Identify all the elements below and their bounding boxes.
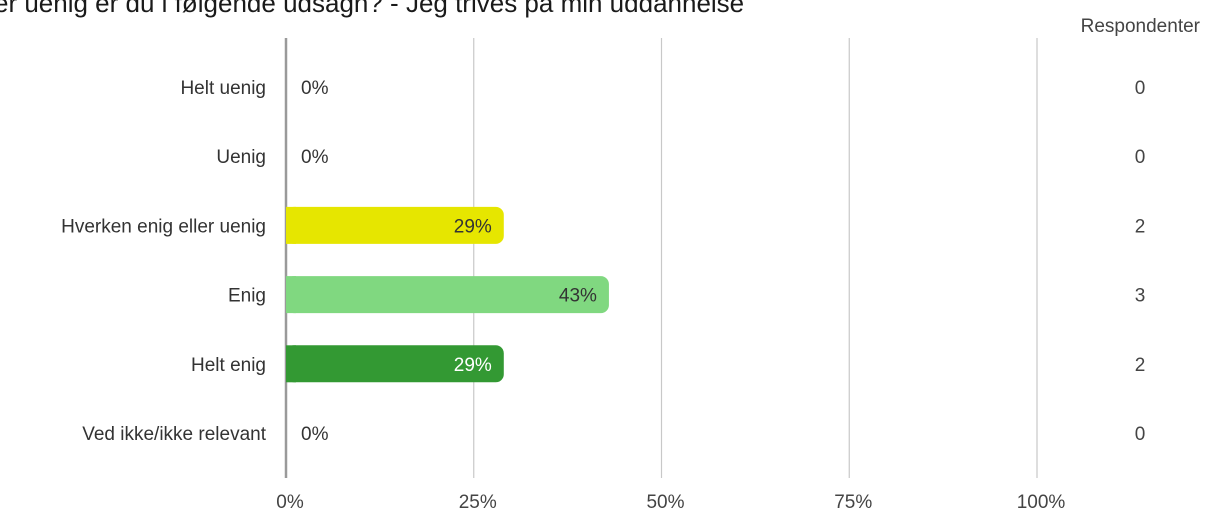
x-tick-label: 0% bbox=[276, 492, 304, 513]
bar bbox=[286, 345, 504, 383]
category-label: Enig bbox=[228, 286, 266, 307]
grid bbox=[284, 38, 1038, 478]
bar-edge bbox=[286, 206, 296, 244]
category-label: Helt uenig bbox=[180, 78, 266, 99]
x-tick-label: 100% bbox=[1017, 492, 1066, 513]
category-label: Uenig bbox=[216, 147, 266, 168]
bar bbox=[286, 276, 609, 314]
respondent-count: 0 bbox=[1135, 147, 1146, 168]
value-label: 43% bbox=[559, 286, 597, 307]
category-label: Hverken enig eller uenig bbox=[61, 216, 266, 237]
respondent-count: 2 bbox=[1135, 355, 1146, 376]
respondents-header: Respondenter bbox=[1081, 16, 1201, 37]
bar-edge bbox=[286, 345, 296, 383]
respondent-count: 0 bbox=[1135, 78, 1146, 99]
category-label: Ved ikke/ikke relevant bbox=[82, 424, 266, 445]
value-label: 29% bbox=[454, 355, 492, 376]
value-label: 0% bbox=[301, 78, 329, 99]
x-tick-label: 75% bbox=[834, 492, 872, 513]
respondent-count: 2 bbox=[1135, 216, 1146, 237]
value-label: 0% bbox=[301, 424, 329, 445]
value-label: 29% bbox=[454, 216, 492, 237]
bar bbox=[286, 206, 504, 244]
x-tick-label: 50% bbox=[646, 492, 684, 513]
bars bbox=[286, 206, 609, 383]
category-label: Helt enig bbox=[191, 355, 266, 376]
x-tick-label: 25% bbox=[459, 492, 497, 513]
labels: 0% 25% 50% 75% 100% Helt uenig 0% 0 Uenig 0% 0 Hver… bbox=[61, 78, 1145, 513]
value-label: 0% bbox=[301, 147, 329, 168]
bar-edge bbox=[286, 276, 296, 314]
respondent-count: 0 bbox=[1135, 424, 1146, 445]
respondent-count: 3 bbox=[1135, 286, 1146, 307]
chart-title: er uenig er du i følgende udsagn? - Jeg … bbox=[0, 0, 744, 18]
